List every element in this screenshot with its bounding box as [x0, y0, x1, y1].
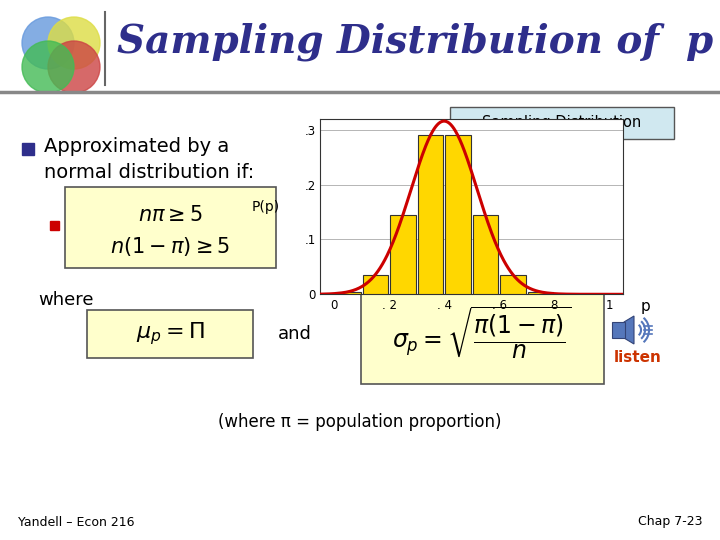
Circle shape: [48, 17, 100, 69]
Bar: [335, 292, 361, 294]
FancyBboxPatch shape: [50, 221, 59, 230]
Text: where: where: [38, 291, 94, 309]
Text: Sampling Distribution of  p: Sampling Distribution of p: [117, 23, 713, 61]
Text: (where π = population proportion): (where π = population proportion): [218, 413, 502, 431]
Bar: [418, 136, 444, 294]
Text: Yandell – Econ 216: Yandell – Econ 216: [18, 516, 135, 529]
FancyBboxPatch shape: [612, 322, 625, 338]
Circle shape: [48, 41, 100, 93]
Polygon shape: [624, 316, 634, 344]
Text: p: p: [641, 299, 651, 314]
Bar: [472, 215, 498, 294]
FancyBboxPatch shape: [87, 310, 253, 358]
FancyBboxPatch shape: [65, 187, 276, 268]
Text: listen: listen: [614, 349, 662, 364]
Bar: [363, 274, 388, 294]
Text: $n(1-\pi)\geq 5$: $n(1-\pi)\geq 5$: [110, 235, 230, 259]
Text: P(p): P(p): [252, 200, 280, 213]
Text: Chap 7-23: Chap 7-23: [637, 516, 702, 529]
FancyBboxPatch shape: [450, 107, 674, 139]
Text: $\mu_p = \Pi$: $\mu_p = \Pi$: [135, 321, 204, 347]
Text: Sampling Distribution: Sampling Distribution: [482, 116, 642, 131]
FancyBboxPatch shape: [22, 143, 34, 155]
Text: normal distribution if:: normal distribution if:: [44, 163, 254, 181]
Bar: [390, 215, 415, 294]
Circle shape: [22, 41, 74, 93]
Bar: [528, 292, 553, 294]
Text: $\sigma_p = \sqrt{\dfrac{\pi(1-\pi)}{n}}$: $\sigma_p = \sqrt{\dfrac{\pi(1-\pi)}{n}}…: [392, 305, 572, 362]
Circle shape: [22, 17, 74, 69]
Bar: [500, 274, 526, 294]
FancyBboxPatch shape: [361, 281, 604, 384]
Text: $n\pi\geq 5$: $n\pi\geq 5$: [138, 205, 202, 225]
Text: and: and: [278, 325, 312, 343]
Text: Approximated by a: Approximated by a: [44, 138, 229, 157]
Bar: [445, 136, 471, 294]
